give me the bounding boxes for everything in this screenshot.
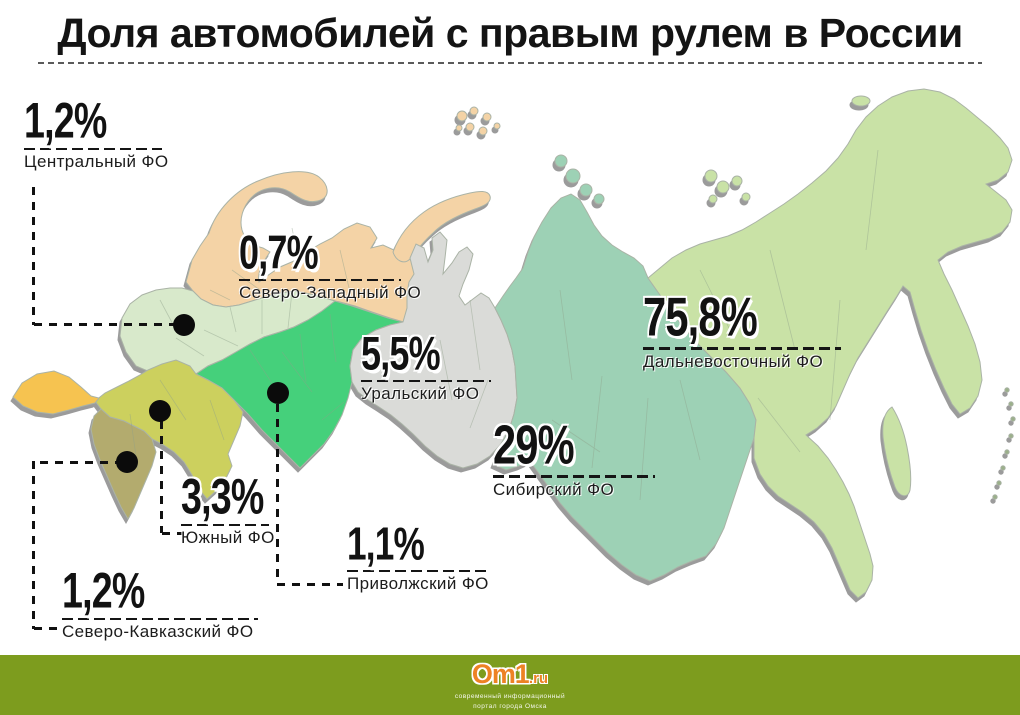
leader-line-central-h [34,323,174,326]
om1-tagline-line2: портал города Омска [473,702,547,710]
islands-kurils [992,387,1016,500]
island-sakhalin [882,406,912,497]
value-volga: 1,1% [347,518,425,571]
callout-fareast: 75,8% Дальневосточный ФО [643,286,841,372]
leader-line-ncaucasus-h2 [34,627,62,630]
value-siberia: 29% [493,414,575,477]
callout-northwest: 0,7% Северо-Западный ФО [239,225,422,303]
value-northwest: 0,7% [239,225,319,280]
district-south [94,359,244,500]
district-siberia [492,193,757,582]
label-ural: Уральский ФО [361,384,480,404]
islands-new-siberian [704,95,871,204]
label-ncaucasus: Северо-Кавказский ФО [62,622,254,642]
callout-underline [347,569,489,573]
callout-underline [361,379,491,383]
om1-logo-suffix: .ru [528,670,549,687]
om1-tagline: современный информационный портал города… [0,692,1020,712]
callout-ural: 5,5% Уральский ФО [361,326,491,404]
label-fareast: Дальневосточный ФО [643,351,824,371]
om1-logo-text: Om1 [471,659,530,689]
islands-severnaya-zemlya [554,154,605,205]
callout-underline [239,278,401,282]
leader-line-ncaucasus-v [32,461,35,629]
region-crimea [12,370,100,415]
page-title: Доля автомобилей с правым рулем в России [57,10,963,56]
label-south: Южный ФО [181,528,275,548]
callout-underline [24,147,162,151]
leader-line-volga-h [277,583,343,586]
label-northwest: Северо-Западный ФО [239,283,422,303]
callout-underline [62,617,258,621]
om1-tagline-line1: современный информационный [454,693,566,700]
footer-bar: Om1.ru современный информационный портал… [0,655,1020,715]
callout-south: 3,3% Южный ФО [181,468,284,548]
callout-volga: 1,1% Приволжский ФО [347,518,489,594]
leader-line-central-v [32,187,35,325]
callout-central: 1,2% Центральный ФО [24,92,169,172]
district-volga [195,300,404,469]
russia-map [12,88,1016,599]
leader-dot-south [149,400,171,422]
leader-dot-ncaucasus [116,451,138,473]
leader-line-ncaucasus-h1 [40,461,118,464]
label-volga: Приволжский ФО [347,574,489,594]
title-underline [38,62,982,64]
value-south: 3,3% [181,468,264,525]
islands-franz-josef-land [455,106,501,136]
callout-siberia: 29% Сибирский ФО [493,414,655,500]
label-central: Центральный ФО [24,152,169,172]
callout-underline [643,347,841,350]
value-ncaucasus: 1,2% [62,562,145,619]
value-ural: 5,5% [361,326,441,381]
value-fareast: 75,8% [643,286,758,349]
label-siberia: Сибирский ФО [493,479,615,499]
value-central: 1,2% [24,92,107,149]
om1-logo: Om1.ru [0,661,1020,688]
callout-underline [493,475,655,478]
leader-line-south-h [162,532,184,535]
leader-line-south-v [160,421,163,533]
callout-underline [181,523,269,527]
leader-dot-volga [267,382,289,404]
district-fareast [647,88,1013,599]
leader-dot-central [173,314,195,336]
leader-line-volga-v [276,404,279,584]
callout-ncaucasus: 1,2% Северо-Кавказский ФО [62,562,258,642]
